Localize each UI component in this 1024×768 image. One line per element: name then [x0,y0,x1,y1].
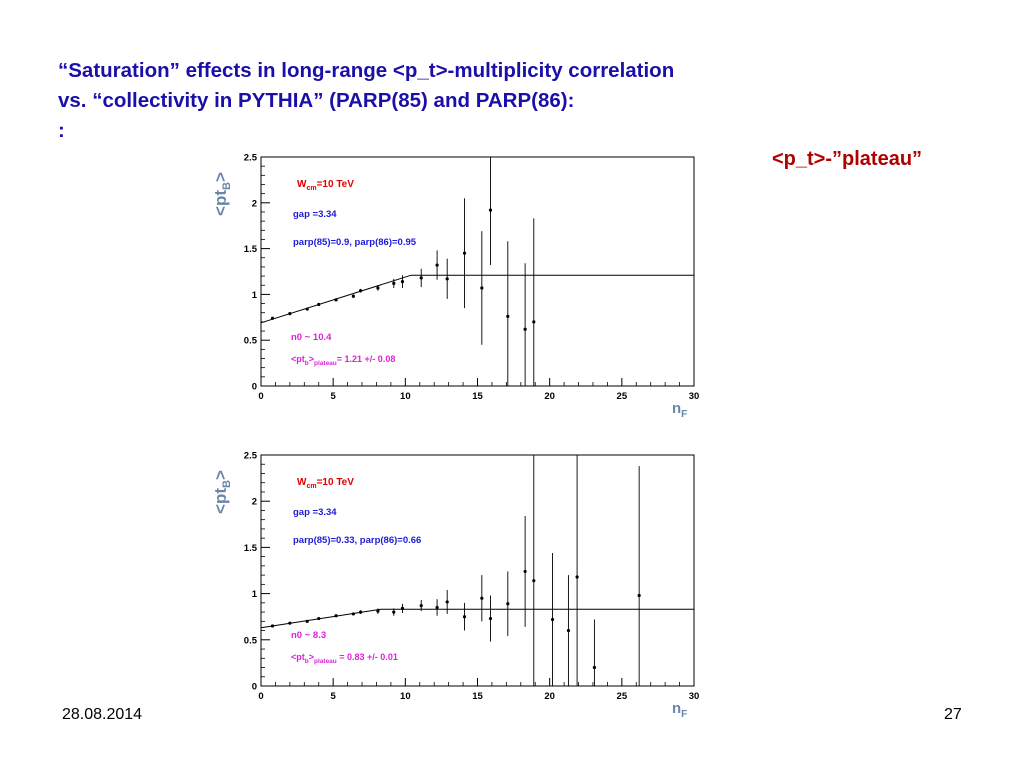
x-tick-label: 15 [472,391,483,402]
y-axis-label: <ptB> [211,470,233,514]
x-tick-label: 10 [400,691,411,702]
data-point [488,208,493,212]
legend-gap: gap =3.34 [293,507,337,518]
x-tick-label: 25 [617,691,628,702]
legend-plateau: <ptb>plateau = 0.83 +/- 0.01 [291,652,398,665]
x-tick-label: 5 [331,691,337,702]
y-tick-label: 0.5 [244,336,258,347]
data-point [358,610,363,614]
data-point [523,569,527,574]
data-point [462,251,467,255]
plot-frame [260,454,695,687]
data-point [317,302,321,307]
data-point [506,314,510,318]
data-point [305,619,309,623]
data-point [288,621,292,625]
data-point [376,609,380,613]
data-point [305,307,309,311]
x-tick-label: 5 [331,391,337,402]
y-tick-label: 1.5 [244,244,258,255]
title-line-2: vs. “collectivity in PYTHIA” (PARP(85) a… [58,89,575,112]
data-point [566,628,571,633]
y-tick-label: 2.5 [244,153,258,164]
legend-gap: gap =3.34 [293,209,337,220]
y-tick-label: 2 [252,198,257,209]
data-point [317,616,321,621]
fit-line [260,274,694,324]
data-point [358,289,363,293]
y-tick-label: 2 [252,497,257,508]
x-tick-label: 15 [472,691,483,702]
plateau-annotation: <p_t>-”plateau” [772,148,923,170]
data-point [351,294,355,298]
data-point [532,320,536,324]
plot-frame [260,156,695,387]
x-tick-label: 30 [689,691,700,702]
data-point [270,316,275,320]
data-point [334,614,338,618]
y-tick-label: 0 [252,682,257,693]
x-tick-label: 0 [258,691,263,702]
data-point [488,616,493,621]
data-point [435,263,439,267]
x-axis-label: nF [672,700,687,720]
data-point [392,610,396,614]
y-tick-label: 1.5 [244,543,258,554]
slide-title: “Saturation” effects in long-range <p_t>… [58,56,878,146]
data-point [462,615,467,619]
x-tick-label: 20 [544,691,555,702]
data-point [523,327,527,331]
y-tick-label: 0.5 [244,635,258,646]
data-point [419,604,423,608]
y-tick-label: 0 [252,382,257,393]
data-point [334,298,338,302]
legend-plateau: <ptb>plateau= 1.21 +/- 0.08 [291,354,395,367]
x-tick-label: 25 [617,391,628,402]
data-point [288,312,292,316]
legend-parp: parp(85)=0.33, parp(86)=0.66 [293,535,421,546]
data-point [270,624,275,628]
fit-line [260,608,694,629]
data-point [351,612,355,616]
data-point [392,281,396,286]
data-point [480,286,484,290]
data-point [445,277,449,281]
chart-2: 0 5 10 15 20 25 30 0 0.5 1 1.5 2 2.5 <ptB> nF Wcm=10 Te… [211,451,699,721]
x-tick-label: 30 [689,391,700,402]
data-point [480,596,484,600]
data-point [532,579,536,583]
x-axis-label: nF [672,400,687,420]
y-tick-label: 2.5 [244,451,258,462]
data-point [592,665,597,670]
chart-1: 0 5 10 15 20 25 30 0 0.5 1 1.5 2 2.5 <ptB> nF Wcm=10 Te… [211,153,699,421]
page-number: 27 [944,706,962,723]
data-point [445,600,449,604]
data-point [400,606,405,610]
title-line-3: : [58,119,65,142]
x-tick-label: 10 [400,391,411,402]
y-axis-label: <ptB> [211,172,233,216]
footer-date: 28.08.2014 [62,706,143,723]
data-point [435,605,439,610]
data-point [575,575,579,579]
x-tick-label: 20 [544,391,555,402]
legend-n0: n0 ~ 10.4 [291,332,332,343]
legend-energy: Wcm=10 TeV [297,179,354,192]
x-tick-label: 0 [258,391,263,402]
data-point [376,286,380,290]
title-line-1: “Saturation” effects in long-range <p_t>… [58,59,675,82]
data-point [400,279,405,284]
legend-n0: n0 ~ 8.3 [291,630,326,641]
y-tick-label: 1 [252,290,258,301]
data-point [506,602,510,606]
data-point [550,617,555,622]
legend-parp: parp(85)=0.9, parp(86)=0.95 [293,237,417,248]
data-point [419,276,423,280]
y-tick-label: 1 [252,589,258,600]
legend-energy: Wcm=10 TeV [297,477,354,490]
data-point [637,593,641,598]
